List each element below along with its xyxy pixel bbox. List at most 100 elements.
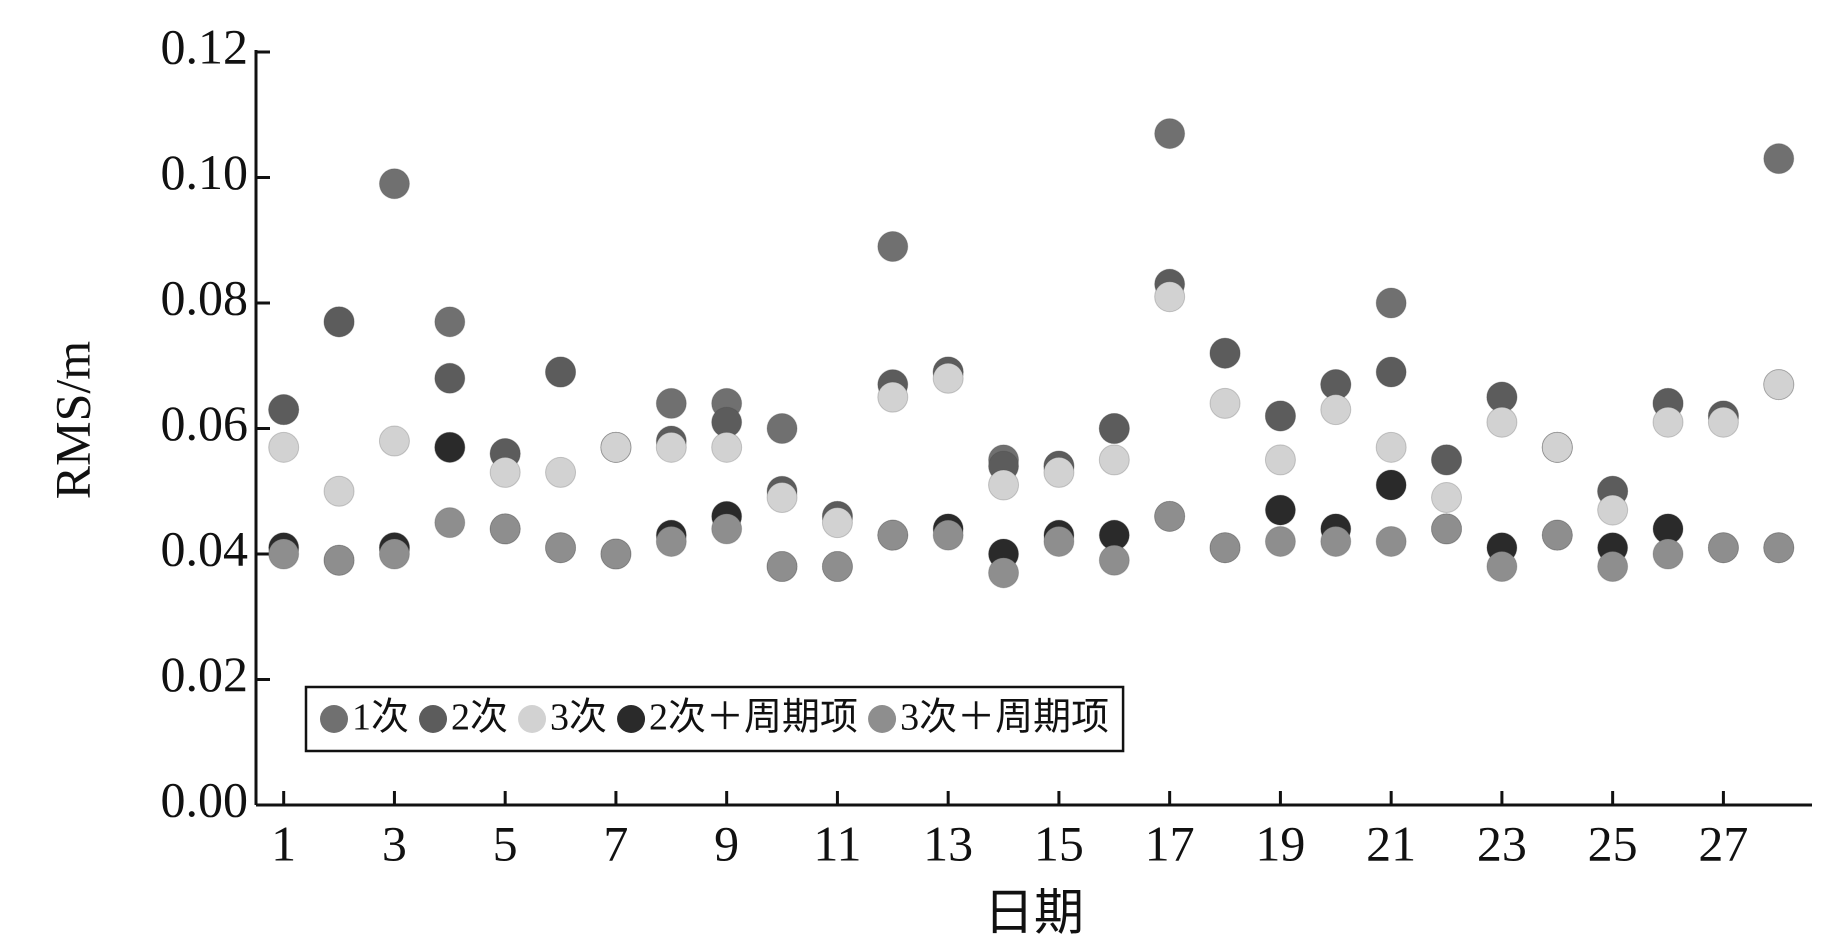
point — [1264, 444, 1296, 476]
point — [1264, 525, 1296, 557]
point — [545, 356, 577, 388]
point — [1154, 118, 1186, 150]
point — [932, 519, 964, 551]
point — [323, 544, 355, 576]
point — [1541, 519, 1573, 551]
legend-label: 1次 — [352, 697, 409, 739]
point — [655, 387, 687, 419]
point — [1431, 513, 1463, 545]
x-tick-label: 23 — [1477, 815, 1527, 871]
point — [1486, 406, 1518, 438]
point — [600, 431, 632, 463]
point — [268, 431, 300, 463]
point — [877, 381, 909, 413]
point — [1375, 525, 1407, 557]
point — [1375, 287, 1407, 319]
point — [1375, 469, 1407, 501]
point — [1707, 532, 1739, 564]
point — [711, 513, 743, 545]
point — [1431, 444, 1463, 476]
legend-label: 2次 — [451, 697, 508, 739]
point — [766, 413, 798, 444]
x-tick-label: 27 — [1698, 815, 1748, 871]
point — [655, 431, 687, 463]
x-tick-label: 19 — [1255, 815, 1305, 871]
point — [1320, 525, 1352, 557]
x-tick-label: 1 — [271, 815, 296, 871]
point — [268, 394, 300, 426]
point — [1652, 538, 1684, 570]
legend-marker — [617, 705, 646, 733]
point — [1098, 544, 1130, 576]
x-tick-label: 17 — [1145, 815, 1195, 871]
point — [1597, 551, 1629, 583]
point — [988, 557, 1020, 589]
y-tick-label: 0.06 — [161, 395, 249, 451]
point — [877, 519, 909, 551]
y-tick-label: 0.08 — [161, 269, 249, 325]
point — [600, 538, 632, 570]
point — [323, 306, 355, 338]
point — [1375, 356, 1407, 388]
y-tick-label: 0.00 — [161, 771, 249, 827]
x-tick-label: 13 — [923, 815, 973, 871]
point — [821, 551, 853, 583]
point — [1763, 532, 1795, 564]
legend: 1次 2次 3次 2次＋周期项 3次＋周期项 — [304, 685, 1125, 753]
point — [1043, 456, 1075, 488]
point — [1375, 431, 1407, 463]
point — [434, 306, 466, 338]
point — [1763, 143, 1795, 175]
x-axis-title: 日期 — [984, 884, 1084, 940]
point — [988, 469, 1020, 501]
point — [1320, 394, 1352, 426]
point — [1763, 369, 1795, 401]
y-tick-label: 0.10 — [161, 144, 249, 200]
point — [1154, 500, 1186, 532]
point — [378, 425, 410, 457]
legend-marker — [518, 705, 547, 733]
point — [545, 456, 577, 488]
point — [932, 362, 964, 394]
point — [378, 538, 410, 570]
point — [434, 507, 466, 539]
point — [766, 551, 798, 583]
point — [268, 538, 300, 570]
point — [1154, 281, 1186, 313]
point — [1209, 532, 1241, 564]
point — [378, 168, 410, 200]
x-tick-label: 9 — [714, 815, 739, 871]
x-tick-label: 15 — [1034, 815, 1084, 871]
y-tick-label: 0.02 — [161, 646, 249, 702]
legend-marker — [868, 705, 897, 733]
point — [489, 456, 521, 488]
legend-label: 3次 — [550, 697, 607, 739]
point — [545, 532, 577, 564]
point — [711, 431, 743, 463]
point — [1098, 413, 1130, 444]
point — [1431, 482, 1463, 514]
point — [1264, 400, 1296, 432]
x-tick-label: 3 — [382, 815, 407, 871]
point — [434, 431, 466, 463]
point — [1597, 494, 1629, 526]
point — [1264, 494, 1296, 526]
legend-label: 3次＋周期项 — [900, 697, 1109, 739]
point — [1209, 387, 1241, 419]
x-tick-label: 7 — [603, 815, 628, 871]
point — [323, 475, 355, 507]
point — [1541, 431, 1573, 463]
point — [877, 231, 909, 263]
point — [655, 525, 687, 557]
point — [821, 507, 853, 539]
point — [1098, 444, 1130, 476]
point — [1043, 525, 1075, 557]
x-tick-label: 25 — [1588, 815, 1638, 871]
x-tick-label: 21 — [1366, 815, 1416, 871]
x-tick-label: 11 — [813, 815, 861, 871]
legend-marker — [320, 705, 348, 733]
y-axis-title: RMS/m — [44, 341, 100, 500]
point — [1486, 551, 1518, 583]
point — [1209, 337, 1241, 369]
